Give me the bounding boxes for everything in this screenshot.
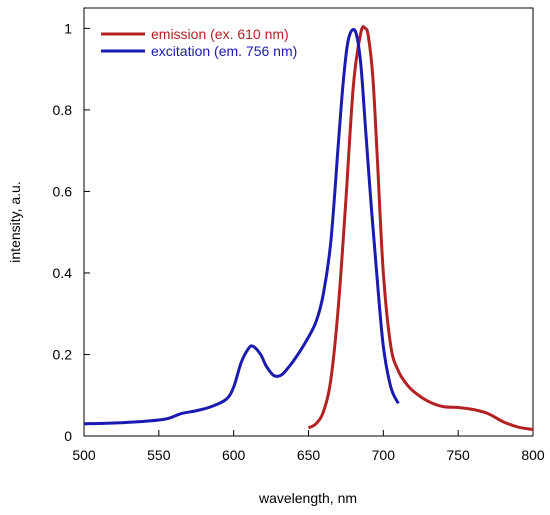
y-tick-label: 1 [64,20,72,36]
legend-label-excitation: excitation (em. 756 nm) [151,43,297,59]
legend-label-emission: emission (ex. 610 nm) [151,26,289,42]
emission-series-line [307,25,534,431]
x-tick-label: 700 [372,447,396,463]
y-tick-label: 0.8 [53,102,73,118]
series-lines [83,25,534,431]
x-axis-ticks: 500 550 600 650 700 750 800 [72,430,545,463]
y-tick-label: 0.4 [53,265,73,281]
x-tick-label: 750 [446,447,470,463]
x-tick-label: 650 [297,447,321,463]
x-axis-title: wavelength, nm [258,490,357,506]
y-tick-label: 0.6 [53,183,73,199]
y-tick-label: 0.2 [53,346,73,362]
x-tick-label: 550 [147,447,171,463]
x-tick-label: 600 [222,447,246,463]
excitation-series-line [83,27,400,426]
y-axis-title: intensity, a.u. [7,181,23,262]
y-tick-label: 0 [64,428,72,444]
x-tick-label: 800 [521,447,545,463]
legend: emission (ex. 610 nm) excitation (em. 75… [101,26,297,59]
x-tick-label: 500 [72,447,96,463]
y-axis-ticks: 0 0.2 0.4 0.6 0.8 1 [53,20,90,444]
plot-frame [83,7,534,437]
